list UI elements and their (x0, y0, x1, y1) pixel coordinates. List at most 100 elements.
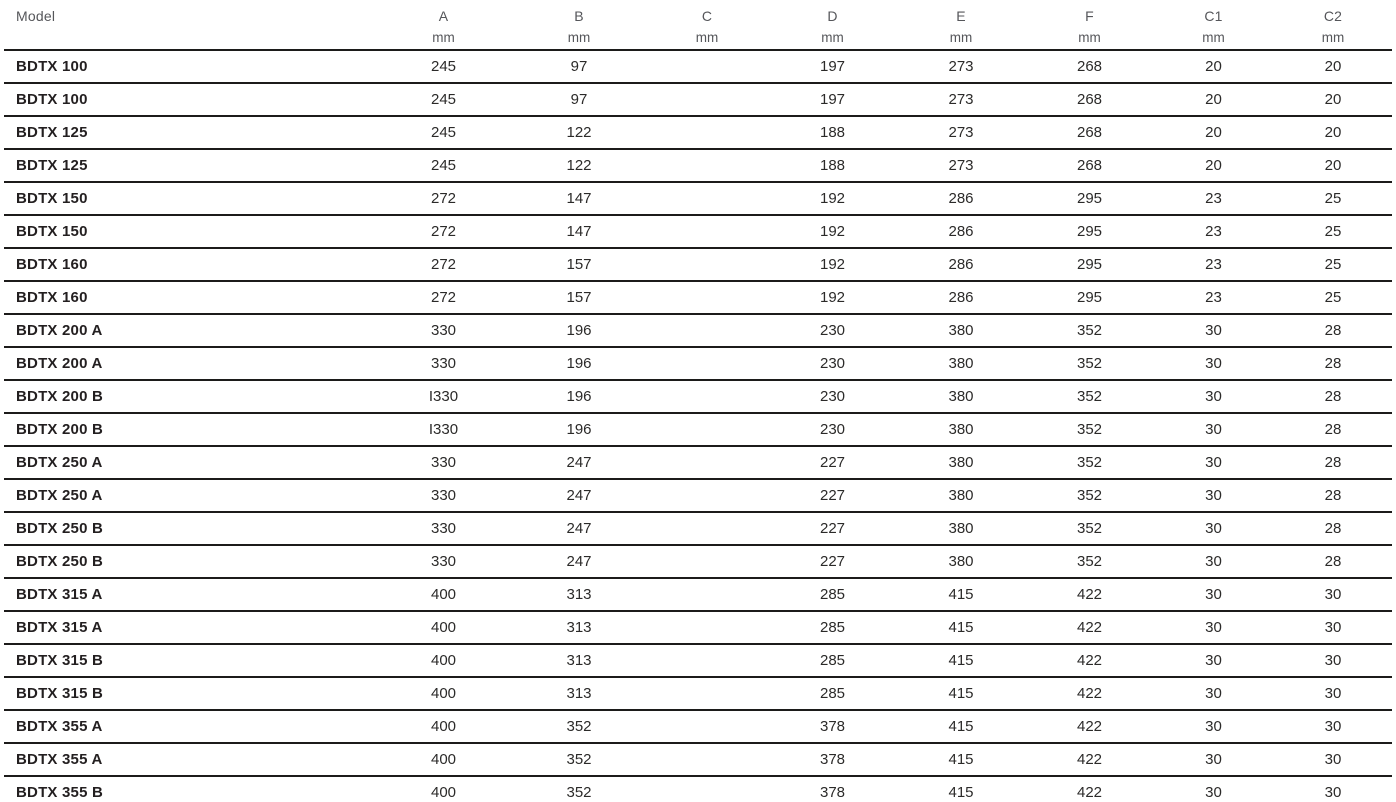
value-cell-E: 286 (896, 248, 1026, 282)
value-cell-B: 196 (513, 314, 645, 348)
model-cell: BDTX 200 A (4, 314, 374, 348)
value-cell-D: 285 (769, 677, 896, 711)
value-cell-E: 415 (896, 710, 1026, 744)
model-cell: BDTX 250 B (4, 545, 374, 579)
value-cell-D: 230 (769, 314, 896, 348)
value-cell-C (645, 215, 769, 249)
value-cell-A: 245 (374, 50, 513, 84)
value-cell-C1: 23 (1153, 248, 1274, 282)
value-cell-F: 352 (1026, 512, 1153, 546)
value-cell-E: 380 (896, 545, 1026, 579)
value-cell-F: 422 (1026, 611, 1153, 645)
table-row: BDTX 315 A 400 313 285 415 422 30 30 (4, 611, 1392, 645)
value-cell-C (645, 776, 769, 802)
value-cell-F: 268 (1026, 50, 1153, 84)
value-cell-C1: 20 (1153, 83, 1274, 117)
value-cell-C1: 30 (1153, 545, 1274, 579)
value-cell-B: 247 (513, 479, 645, 513)
value-cell-A: 330 (374, 347, 513, 381)
value-cell-A: 330 (374, 314, 513, 348)
model-cell: BDTX 250 A (4, 479, 374, 513)
model-cell: BDTX 250 A (4, 446, 374, 480)
value-cell-F: 268 (1026, 83, 1153, 117)
value-cell-C (645, 83, 769, 117)
value-cell-B: 313 (513, 611, 645, 645)
table-row: BDTX 125 245 122 188 273 268 20 20 (4, 116, 1392, 150)
table-row: BDTX 200 B I330 196 230 380 352 30 28 (4, 380, 1392, 414)
value-cell-C2: 20 (1274, 50, 1392, 84)
table-row: BDTX 315 A 400 313 285 415 422 30 30 (4, 578, 1392, 612)
value-cell-C1: 20 (1153, 116, 1274, 150)
value-cell-B: 313 (513, 578, 645, 612)
value-cell-E: 273 (896, 149, 1026, 183)
table-row: BDTX 200 B I330 196 230 380 352 30 28 (4, 413, 1392, 447)
value-cell-B: 247 (513, 446, 645, 480)
value-cell-F: 295 (1026, 215, 1153, 249)
value-cell-F: 422 (1026, 578, 1153, 612)
value-cell-C2: 30 (1274, 578, 1392, 612)
value-cell-D: 285 (769, 578, 896, 612)
value-cell-C (645, 182, 769, 216)
value-cell-C1: 30 (1153, 776, 1274, 802)
value-cell-C1: 20 (1153, 149, 1274, 183)
value-cell-C1: 23 (1153, 215, 1274, 249)
value-cell-C (645, 281, 769, 315)
value-cell-D: 285 (769, 611, 896, 645)
column-unit (16, 25, 374, 29)
table-row: BDTX 150 272 147 192 286 295 23 25 (4, 182, 1392, 216)
model-cell: BDTX 250 B (4, 512, 374, 546)
value-cell-C (645, 413, 769, 447)
value-cell-C2: 20 (1274, 149, 1392, 183)
value-cell-C2: 28 (1274, 479, 1392, 513)
value-cell-C1: 30 (1153, 677, 1274, 711)
value-cell-E: 286 (896, 215, 1026, 249)
value-cell-F: 352 (1026, 380, 1153, 414)
value-cell-F: 268 (1026, 149, 1153, 183)
value-cell-C (645, 611, 769, 645)
value-cell-B: 147 (513, 182, 645, 216)
column-label: F (1085, 8, 1094, 24)
value-cell-B: 196 (513, 413, 645, 447)
model-cell: BDTX 125 (4, 149, 374, 183)
value-cell-A: 330 (374, 545, 513, 579)
value-cell-A: 272 (374, 182, 513, 216)
value-cell-B: 352 (513, 743, 645, 777)
value-cell-B: 122 (513, 149, 645, 183)
value-cell-A: 400 (374, 644, 513, 678)
value-cell-D: 378 (769, 710, 896, 744)
value-cell-C2: 25 (1274, 281, 1392, 315)
value-cell-C1: 30 (1153, 512, 1274, 546)
value-cell-A: 400 (374, 578, 513, 612)
table-row: BDTX 355 B 400 352 378 415 422 30 30 (4, 776, 1392, 802)
value-cell-E: 380 (896, 446, 1026, 480)
value-cell-C2: 30 (1274, 644, 1392, 678)
value-cell-F: 352 (1026, 479, 1153, 513)
value-cell-F: 295 (1026, 281, 1153, 315)
value-cell-D: 188 (769, 116, 896, 150)
value-cell-E: 415 (896, 644, 1026, 678)
value-cell-C (645, 512, 769, 546)
value-cell-C (645, 314, 769, 348)
value-cell-C2: 25 (1274, 215, 1392, 249)
value-cell-E: 380 (896, 314, 1026, 348)
value-cell-D: 227 (769, 479, 896, 513)
value-cell-B: 247 (513, 512, 645, 546)
value-cell-A: 330 (374, 512, 513, 546)
value-cell-C1: 30 (1153, 644, 1274, 678)
value-cell-D: 197 (769, 50, 896, 84)
value-cell-D: 230 (769, 380, 896, 414)
table-row: BDTX 355 A 400 352 378 415 422 30 30 (4, 710, 1392, 744)
value-cell-E: 380 (896, 479, 1026, 513)
column-unit: mm (1078, 30, 1101, 45)
table-row: BDTX 250 B 330 247 227 380 352 30 28 (4, 545, 1392, 579)
table-row: BDTX 150 272 147 192 286 295 23 25 (4, 215, 1392, 249)
value-cell-E: 415 (896, 578, 1026, 612)
column-label: C (701, 8, 713, 24)
model-cell: BDTX 315 A (4, 611, 374, 645)
value-cell-B: 97 (513, 50, 645, 84)
value-cell-B: 157 (513, 248, 645, 282)
